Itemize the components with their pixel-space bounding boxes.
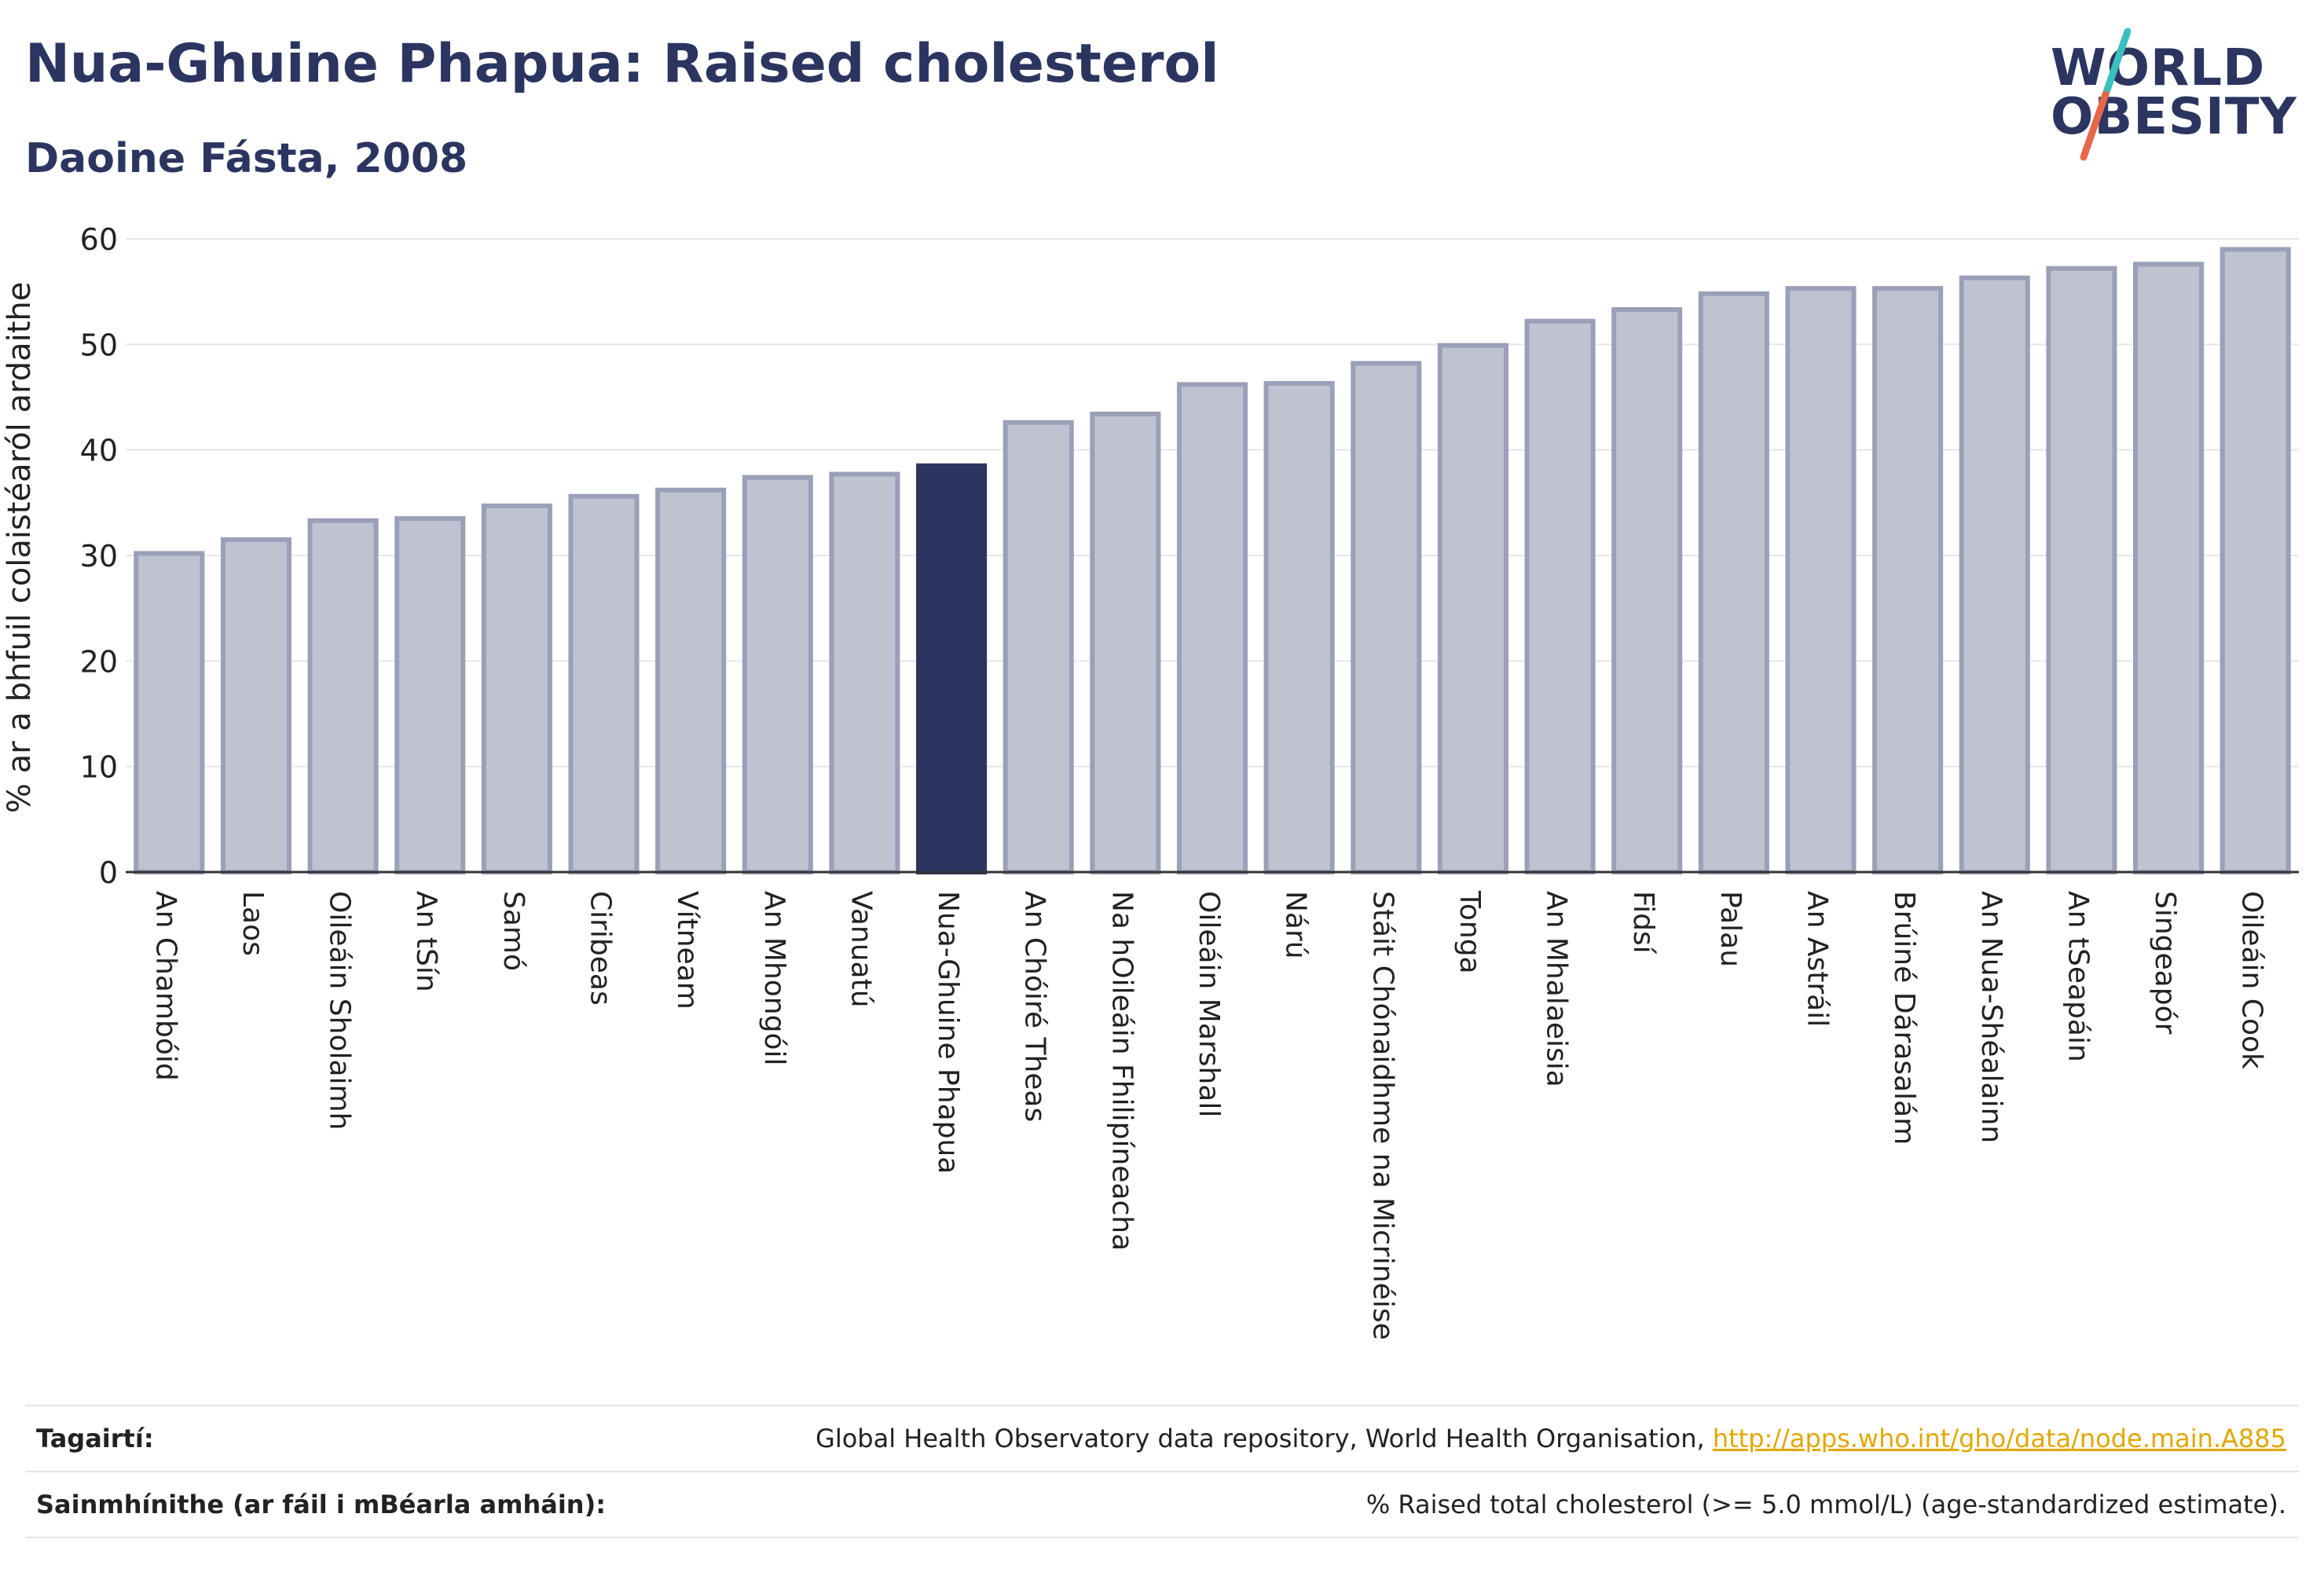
y-tick-label: 30	[80, 539, 118, 574]
x-tick-label: Singeapór	[2149, 891, 2181, 1035]
definition-label: Sainmhínithe (ar fáil i mBéarla amháin):	[36, 1490, 606, 1519]
bar	[134, 551, 205, 874]
chart-subtitle: Daoine Fásta, 2008	[25, 135, 468, 182]
x-tick-label: Brúiné Dárasalám	[1888, 891, 1920, 1145]
bar-highlight	[916, 463, 988, 875]
x-tick-label: Ciribeas	[585, 891, 617, 1006]
x-tick-label: Stáit Chónaidhme na Micrinéise	[1366, 891, 1398, 1340]
bar	[1698, 291, 1769, 874]
references-table: Tagairtí: Global Health Observatory data…	[25, 1405, 2299, 1538]
x-tick-label: An tSín	[410, 891, 442, 992]
bar	[1959, 275, 2030, 875]
y-tick-label: 10	[80, 750, 118, 785]
x-tick-label: Oileáin Marshall	[1193, 891, 1225, 1117]
bar	[2132, 262, 2205, 875]
bar	[1437, 343, 1508, 874]
y-tick-label: 50	[80, 328, 118, 362]
definition-row: Sainmhínithe (ar fáil i mBéarla amháin):…	[25, 1471, 2299, 1538]
bar	[1003, 420, 1074, 874]
y-tick-label: 40	[80, 434, 118, 468]
bar	[220, 537, 292, 874]
bar	[481, 503, 552, 874]
bar	[1872, 286, 1944, 875]
world-obesity-logo: WORLD OBESITY	[2051, 24, 2310, 165]
bar	[829, 471, 900, 874]
x-tick-label: Oileáin Sholaimh	[324, 891, 356, 1130]
logo-text-world: WORLD	[2051, 39, 2266, 97]
logo-slash-icon	[2080, 27, 2132, 161]
x-tick-label: Vítneam	[671, 891, 703, 1010]
x-tick-label: Fidsí	[1627, 891, 1659, 955]
y-tick-label: 0	[99, 856, 118, 890]
bar	[1263, 381, 1335, 874]
x-tick-label: Palau	[1714, 891, 1747, 967]
reference-link[interactable]: http://apps.who.int/gho/data/node.main.A…	[1712, 1424, 2286, 1453]
x-tick-label: Samó	[497, 891, 530, 971]
bar	[307, 518, 379, 874]
x-tick-label: Vanuatú	[845, 891, 877, 1008]
x-tick-label: Tonga	[1453, 890, 1486, 974]
definition-value: % Raised total cholesterol (>= 5.0 mmol/…	[1365, 1490, 2286, 1519]
bar	[1176, 382, 1248, 874]
bar	[1785, 286, 1857, 875]
bar	[1611, 307, 1683, 874]
x-tick-label: An Nua-Shéalainn	[1975, 891, 2007, 1143]
bar	[1351, 361, 1422, 875]
bar	[1524, 318, 1596, 874]
bar-chart: 0 10 20 30 40 50 60 An Chambóid Laos Oileáin Shol…	[80, 222, 2299, 1340]
reference-row: Tagairtí: Global Health Observatory data…	[25, 1405, 2299, 1471]
bar	[568, 493, 640, 874]
x-tick-label: Na hOileáin Fhilipíneacha	[1105, 891, 1138, 1251]
reference-source-text: Global Health Observatory data repositor…	[816, 1424, 1713, 1453]
reference-label: Tagairtí:	[36, 1424, 154, 1453]
bar	[1090, 411, 1161, 874]
x-tick-label: An Mhalaeisia	[1541, 891, 1573, 1087]
bar	[2046, 266, 2117, 874]
x-tick-label: An tSeapáin	[2062, 891, 2094, 1062]
bar	[742, 475, 813, 874]
x-tick-label: An Mhongóil	[758, 891, 790, 1066]
x-tick-label: Nua-Ghuine Phapua	[932, 891, 964, 1174]
y-tick-label: 60	[80, 222, 118, 257]
bar	[394, 515, 466, 874]
x-tick-label: Laos	[236, 891, 269, 956]
reference-value: Global Health Observatory data repositor…	[816, 1424, 2299, 1453]
x-tick-label: Nárú	[1280, 891, 1312, 959]
x-tick-label: An Chóiré Theas	[1019, 891, 1051, 1122]
bar	[655, 487, 727, 874]
y-tick-label: 20	[80, 644, 118, 679]
x-tick-label: Oileáin Cook	[2236, 891, 2268, 1069]
x-tick-label: An Chambóid	[149, 891, 181, 1081]
x-tick-label: An Astráil	[1801, 891, 1833, 1027]
bar	[2220, 247, 2291, 874]
chart-title: Nua-Ghuine Phapua: Raised cholesterol	[25, 33, 1219, 95]
